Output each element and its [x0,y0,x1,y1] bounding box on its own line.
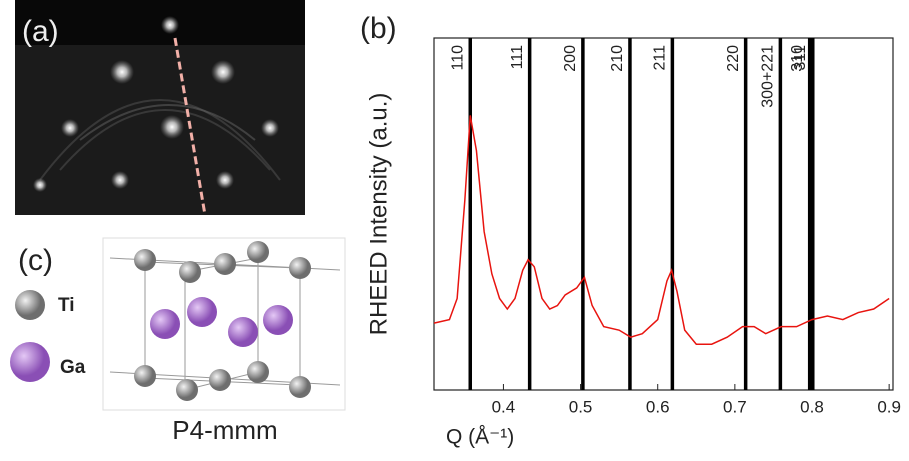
x-tick-label: 0.6 [646,397,670,416]
atoms [10,241,311,401]
reflection-label: 220 [725,45,742,72]
reflection-label: 311 [792,45,809,71]
y-axis-label: RHEED Intensity (a.u.) [365,93,392,336]
structure-label: P4-mmm [172,415,277,445]
reflection-label: 200 [562,45,579,72]
reflection-label: 110 [449,45,466,71]
legend-label: Ti [58,295,75,316]
panel-label: (b) [360,12,397,45]
reflection-label: 211 [652,45,669,71]
x-tick-label: 0.4 [492,397,516,416]
x-tick-label: 0.5 [569,397,593,416]
reflection-label: 300+221 [760,45,777,108]
plot-frame [433,37,894,391]
x-tick-label: 0.9 [877,397,901,416]
panel-label: (a) [22,15,59,48]
legend-label: Ga [60,357,86,378]
reflection-label: 210 [609,45,626,72]
x-tick-label: 0.7 [723,397,747,416]
reflection-label: 111 [509,45,526,69]
x-axis-label: Q (Å⁻¹) [446,426,514,449]
intensity-line [433,115,890,345]
reflection-label: 310 [789,45,806,72]
rheed-image [15,0,305,216]
panel-label: (c) [18,244,53,277]
x-tick-label: 0.8 [800,397,824,416]
